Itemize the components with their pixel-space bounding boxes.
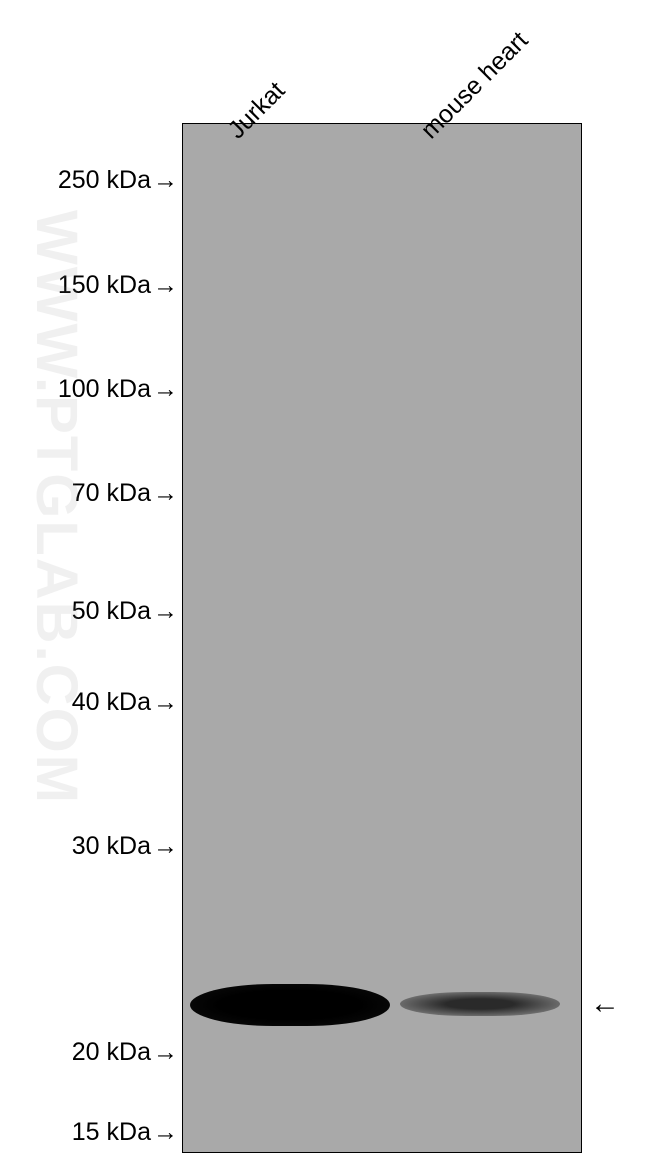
band-jurkat [190,984,390,1026]
mw-marker-text: 70 kDa [72,479,151,507]
arrow-right-icon: → [153,271,178,300]
band-mouse-heart [400,992,560,1016]
mw-marker-text: 250 kDa [58,166,151,194]
mw-marker-text: 30 kDa [72,832,151,860]
arrow-right-icon: → [153,832,178,861]
mw-marker-text: 15 kDa [72,1118,151,1146]
mw-marker-100: 100 kDa→ [58,375,178,404]
mw-marker-text: 50 kDa [72,597,151,625]
arrow-right-icon: → [153,375,178,404]
mw-marker-250: 250 kDa→ [58,166,178,195]
arrow-right-icon: → [153,166,178,195]
mw-marker-40: 40 kDa→ [72,688,178,717]
mw-marker-text: 20 kDa [72,1038,151,1066]
mw-marker-70: 70 kDa→ [72,479,178,508]
mw-marker-50: 50 kDa→ [72,597,178,626]
mw-marker-15: 15 kDa→ [72,1118,178,1147]
arrow-right-icon: → [153,1118,178,1147]
mw-marker-150: 150 kDa→ [58,271,178,300]
mw-marker-text: 100 kDa [58,375,151,403]
mw-marker-30: 30 kDa→ [72,832,178,861]
mw-marker-20: 20 kDa→ [72,1038,178,1067]
arrow-right-icon: → [153,688,178,717]
mw-marker-text: 40 kDa [72,688,151,716]
arrow-right-icon: → [153,1038,178,1067]
target-band-arrow-icon: ← [590,987,620,1021]
arrow-right-icon: → [153,597,178,626]
arrow-right-icon: → [153,479,178,508]
mw-marker-text: 150 kDa [58,271,151,299]
